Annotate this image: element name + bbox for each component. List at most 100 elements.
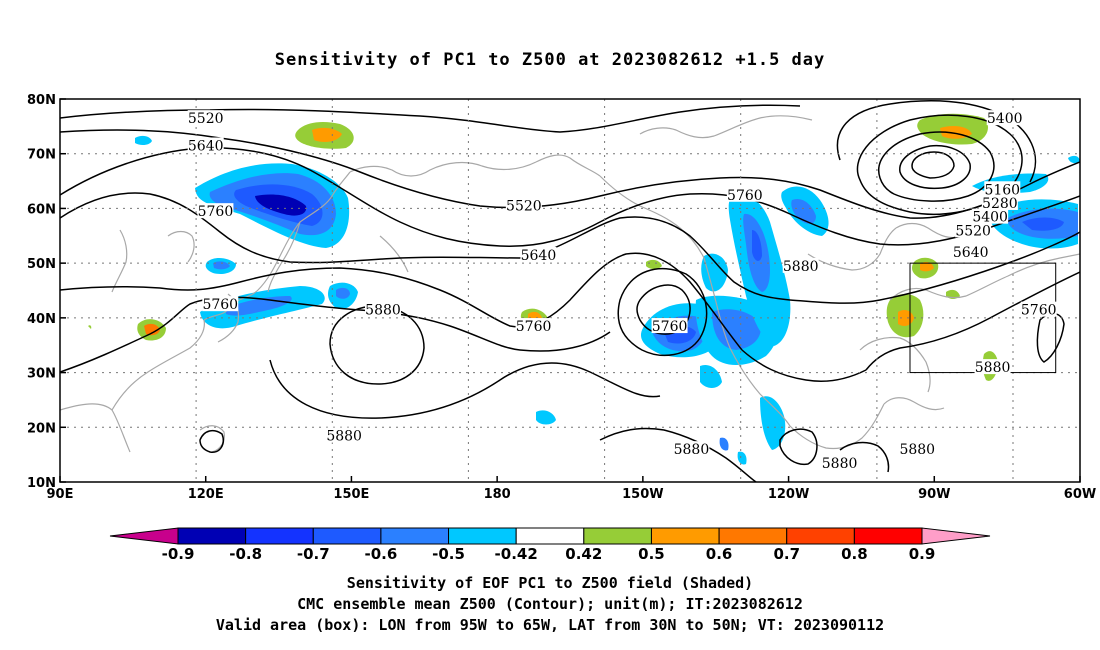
colorbar-label: 0.6: [706, 545, 733, 563]
contour-label-bg: [952, 244, 989, 260]
caption-line-2: CMC ensemble mean Z500 (Contour); unit(m…: [297, 595, 803, 613]
contour-label-bg: [197, 203, 234, 219]
lat-lon-grid: [60, 99, 1080, 482]
colorbar-label: 0.42: [565, 545, 602, 563]
contour-label: 5760: [202, 297, 238, 313]
contour-label-bg: [365, 301, 401, 317]
colorbar-swatch: [245, 527, 314, 545]
contour-label-bg: [726, 186, 763, 202]
lat-tick-label: 50N: [27, 257, 56, 272]
contour-label-bg: [1020, 301, 1057, 317]
lon-tick-label: 120W: [768, 487, 809, 502]
lat-tick-label: 70N: [27, 148, 56, 163]
contour-label: 5880: [975, 360, 1011, 376]
contour-label: 5640: [188, 139, 224, 155]
sensitivity-shading: [88, 113, 1080, 465]
contour-label: 5520: [955, 223, 991, 239]
colorbar-label: 0.5: [638, 545, 665, 563]
colorbar-label: 0.7: [773, 545, 800, 563]
lon-tick-label: 150E: [333, 487, 369, 502]
map-title: Sensitivity of PC1 to Z500 at 2023082612…: [274, 50, 826, 70]
lon-tick-label: 60W: [1064, 487, 1096, 502]
contour-label: 5880: [899, 442, 935, 458]
contour-label-bg: [986, 110, 1023, 126]
colorbar-label: -0.8: [229, 545, 262, 563]
colorbar-low-extend: [109, 527, 179, 545]
contour-label: 5760: [198, 204, 234, 220]
colorbar-label: 0.9: [909, 545, 936, 563]
contour-label-bg: [821, 454, 858, 470]
contour-label-bg: [202, 296, 239, 312]
contour-label: 5520: [188, 111, 224, 127]
z500-contours: [60, 100, 1080, 482]
contour-label-bg: [955, 222, 992, 238]
colorbar-swatch: [515, 527, 585, 545]
contour-label-bg: [984, 181, 1021, 197]
contour-label: 5880: [783, 259, 819, 275]
latitude-axis: 80N 70N 60N 50N 40N 30N 20N 10N: [27, 93, 66, 491]
colorbar: -0.9 -0.8 -0.7 -0.6 -0.5 -0.42 0.42 0.5 0.6 0.7 0.…: [109, 527, 991, 563]
contour-label-bg: [974, 359, 1011, 375]
contour-label: 5760: [1021, 303, 1057, 319]
contour-label-bg: [972, 208, 1009, 224]
lon-tick-label: 90E: [47, 487, 74, 502]
colorbar-swatch: [448, 527, 517, 545]
contour-label: 5520: [506, 199, 542, 215]
colorbar-swatch: [718, 527, 788, 545]
lat-tick-label: 30N: [27, 367, 56, 382]
contour-label: 5640: [521, 248, 557, 264]
colorbar-label: 0.8: [841, 545, 868, 563]
colorbar-high-extend: [921, 527, 991, 545]
lon-tick-label: 120E: [188, 487, 224, 502]
contour-label: 5640: [953, 245, 989, 261]
contour-label-bg: [187, 110, 224, 126]
colorbar-swatch: [380, 527, 450, 545]
colorbar-swatch: [853, 527, 923, 545]
contour-label-bg: [782, 257, 819, 273]
contour-label-bg: [899, 441, 936, 457]
caption-line-1: Sensitivity of EOF PC1 to Z500 field (Sh…: [346, 574, 754, 592]
colorbar-swatch: [177, 527, 247, 545]
contour-label: 5400: [987, 111, 1023, 127]
contour-label-bg: [515, 318, 552, 334]
colorbar-label: -0.7: [297, 545, 330, 563]
lat-tick-label: 10N: [27, 476, 56, 491]
contour-label: 5760: [516, 319, 552, 335]
contour-labels: 5520 5640 5760 5520 5640 5760 5880 5760 5760 5760…: [187, 110, 1057, 472]
contour-label: 5760: [652, 319, 688, 335]
contour-label-bg: [520, 246, 557, 262]
caption-line-3: Valid area (box): LON from 95W to 65W, L…: [215, 616, 885, 634]
lon-tick-label: 180: [484, 487, 511, 502]
coastlines: [60, 115, 1080, 453]
colorbar-swatch: [786, 527, 855, 545]
lat-tick-label: 20N: [27, 421, 56, 436]
contour-label-bg: [505, 197, 542, 213]
lon-tick-label: 90W: [918, 487, 950, 502]
contour-label-bg: [981, 194, 1018, 210]
lon-tick-label: 150W: [622, 487, 663, 502]
caption: Sensitivity of EOF PC1 to Z500 field (Sh…: [0, 573, 1100, 636]
contour-label-bg: [187, 137, 224, 153]
map-frame: [59, 98, 1081, 483]
lat-tick-label: 80N: [27, 93, 56, 108]
contour-label: 5880: [674, 442, 710, 458]
contour-label-bg: [651, 318, 688, 334]
contour-label-bg: [673, 441, 710, 457]
contour-label: 5160: [984, 182, 1020, 198]
colorbar-label: -0.9: [162, 545, 195, 563]
colorbar-swatch: [650, 527, 720, 545]
contour-label-bg: [326, 427, 363, 443]
lat-tick-label: 40N: [27, 312, 56, 327]
contour-label: 5760: [727, 188, 763, 204]
contour-label: 5400: [972, 210, 1008, 226]
colorbar-swatch: [312, 527, 382, 545]
contour-label: 5280: [982, 196, 1018, 212]
contour-label: 5880: [365, 303, 401, 319]
colorbar-swatch: [583, 527, 652, 545]
colorbar-label: -0.5: [432, 545, 465, 563]
longitude-axis: 90E 120E 150E 180 150W 120W 90W 60W: [47, 476, 1096, 502]
contour-label: 5880: [326, 428, 362, 444]
colorbar-label: -0.42: [495, 545, 538, 563]
colorbar-label: -0.6: [365, 545, 398, 563]
